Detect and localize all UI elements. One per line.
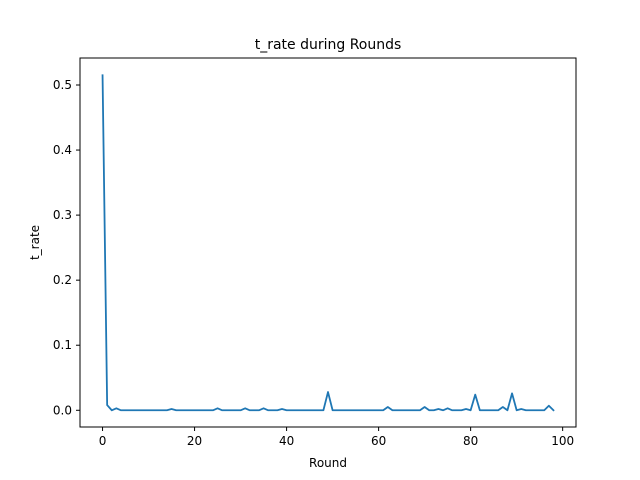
x-tick-label: 20 bbox=[187, 434, 202, 448]
y-axis-label: t_rate bbox=[28, 225, 42, 260]
y-tick-label: 0.4 bbox=[53, 143, 72, 157]
x-axis-label: Round bbox=[309, 456, 347, 470]
x-tick-label: 40 bbox=[279, 434, 294, 448]
x-tick-label: 0 bbox=[99, 434, 107, 448]
y-tick-label: 0.1 bbox=[53, 338, 72, 352]
y-tick-label: 0.5 bbox=[53, 78, 72, 92]
y-tick-label: 0.2 bbox=[53, 273, 72, 287]
x-axis: 0 20 40 60 80 100 bbox=[99, 427, 574, 448]
chart-title: t_rate during Rounds bbox=[255, 37, 402, 53]
series-layer bbox=[101, 74, 555, 412]
series-line bbox=[101, 74, 555, 412]
y-axis: 0.0 0.1 0.2 0.3 0.4 0.5 bbox=[53, 78, 80, 417]
y-tick-label: 0.0 bbox=[53, 403, 72, 417]
x-tick-label: 100 bbox=[551, 434, 574, 448]
plot-area bbox=[79, 57, 577, 428]
x-tick-label: 60 bbox=[371, 434, 386, 448]
y-tick-label: 0.3 bbox=[53, 208, 72, 222]
x-tick-label: 80 bbox=[463, 434, 478, 448]
